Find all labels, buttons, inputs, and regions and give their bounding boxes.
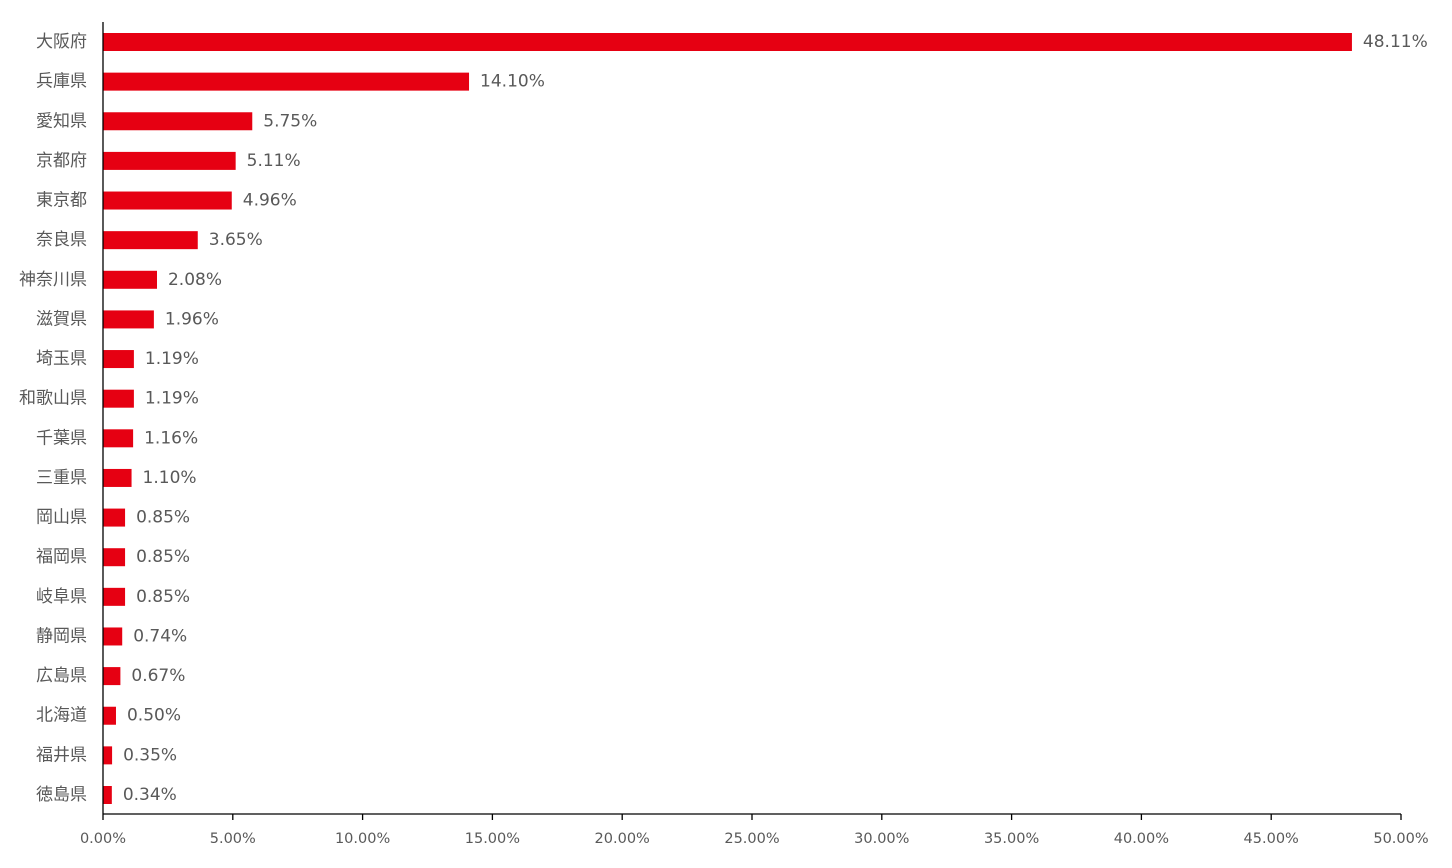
data-label: 0.35% [123,745,177,765]
x-tick-label: 10.00% [335,831,390,847]
category-label: 徳島県 [36,785,87,805]
bar-10 [103,389,134,408]
bar-2 [103,72,470,91]
data-label: 2.08% [168,270,222,290]
category-label: 大阪府 [36,32,87,52]
data-label: 0.85% [136,587,190,607]
x-tick-label: 50.00% [1373,831,1428,847]
x-tick-label: 5.00% [210,831,256,847]
data-label: 5.75% [263,111,317,131]
category-label: 滋賀県 [36,309,87,329]
category-label: 三重県 [36,468,87,488]
category-label: 岡山県 [36,508,87,528]
category-labels: 大阪府兵庫県愛知県京都府東京都奈良県神奈川県滋賀県埼玉県和歌山県千葉県三重県岡山… [19,32,87,805]
category-label: 奈良県 [36,230,87,250]
data-label: 0.67% [131,666,185,686]
data-label: 0.85% [136,508,190,528]
x-axis-ticks: 0.00% 5.00% 10.00% 15.00% 20.00% 25.00% 30.00%… [80,814,1429,847]
data-label: 0.50% [127,706,181,726]
bar-19 [103,746,113,765]
bar-9 [103,350,134,369]
bar-20 [103,786,112,804]
bar-7 [103,270,157,289]
x-tick-label: 35.00% [984,831,1039,847]
category-label: 広島県 [36,666,87,686]
bar-4 [103,151,236,170]
category-label: 福井県 [36,745,87,765]
category-label: 埼玉県 [36,349,87,369]
axes [102,22,1401,815]
x-tick-label: 15.00% [465,831,520,847]
x-tick-label: 0.00% [80,831,126,847]
bar-16 [103,627,123,646]
bar-17 [103,667,121,686]
x-tick-label: 20.00% [595,831,650,847]
data-labels: 48.11% 14.10% 5.75% 5.11% 4.96% 3.65% 2.08% 1.9… [123,32,1428,805]
x-tick-label: 25.00% [724,831,779,847]
data-label: 1.10% [143,468,197,488]
bar-12 [103,468,132,487]
bar-11 [103,429,134,448]
category-label: 千葉県 [36,428,87,448]
category-label: 兵庫県 [36,72,87,92]
category-label: 愛知県 [36,111,87,131]
category-label: 福岡県 [36,547,87,567]
bar-14 [103,548,126,567]
data-label: 5.11% [247,151,301,171]
bar-13 [103,508,126,527]
bar-18 [103,706,116,725]
category-label: 京都府 [36,151,87,171]
category-label: 東京都 [36,191,87,211]
x-tick-label: 45.00% [1244,831,1299,847]
category-label: 静岡県 [36,626,87,646]
category-label: 神奈川県 [19,270,87,290]
bar-1 [103,33,1352,51]
data-label: 1.16% [144,428,198,448]
data-label: 14.10% [480,72,545,92]
data-label: 1.19% [145,349,199,369]
data-label: 3.65% [209,230,263,250]
data-label: 1.96% [165,309,219,329]
x-tick-label: 40.00% [1114,831,1169,847]
x-tick-label: 30.00% [854,831,909,847]
data-label: 0.34% [123,785,177,805]
data-label: 48.11% [1363,32,1428,52]
data-label: 0.85% [136,547,190,567]
category-label: 和歌山県 [19,389,87,409]
bar-15 [103,587,126,606]
bar-6 [103,231,198,250]
data-label: 0.74% [133,626,187,646]
category-label: 岐阜県 [36,587,87,607]
bar-5 [103,191,232,210]
bar-3 [103,112,253,131]
data-label: 1.19% [145,389,199,409]
data-label: 4.96% [243,191,297,211]
category-label: 北海道 [36,706,87,726]
bar-8 [103,310,154,329]
bars-layer [103,33,1352,804]
